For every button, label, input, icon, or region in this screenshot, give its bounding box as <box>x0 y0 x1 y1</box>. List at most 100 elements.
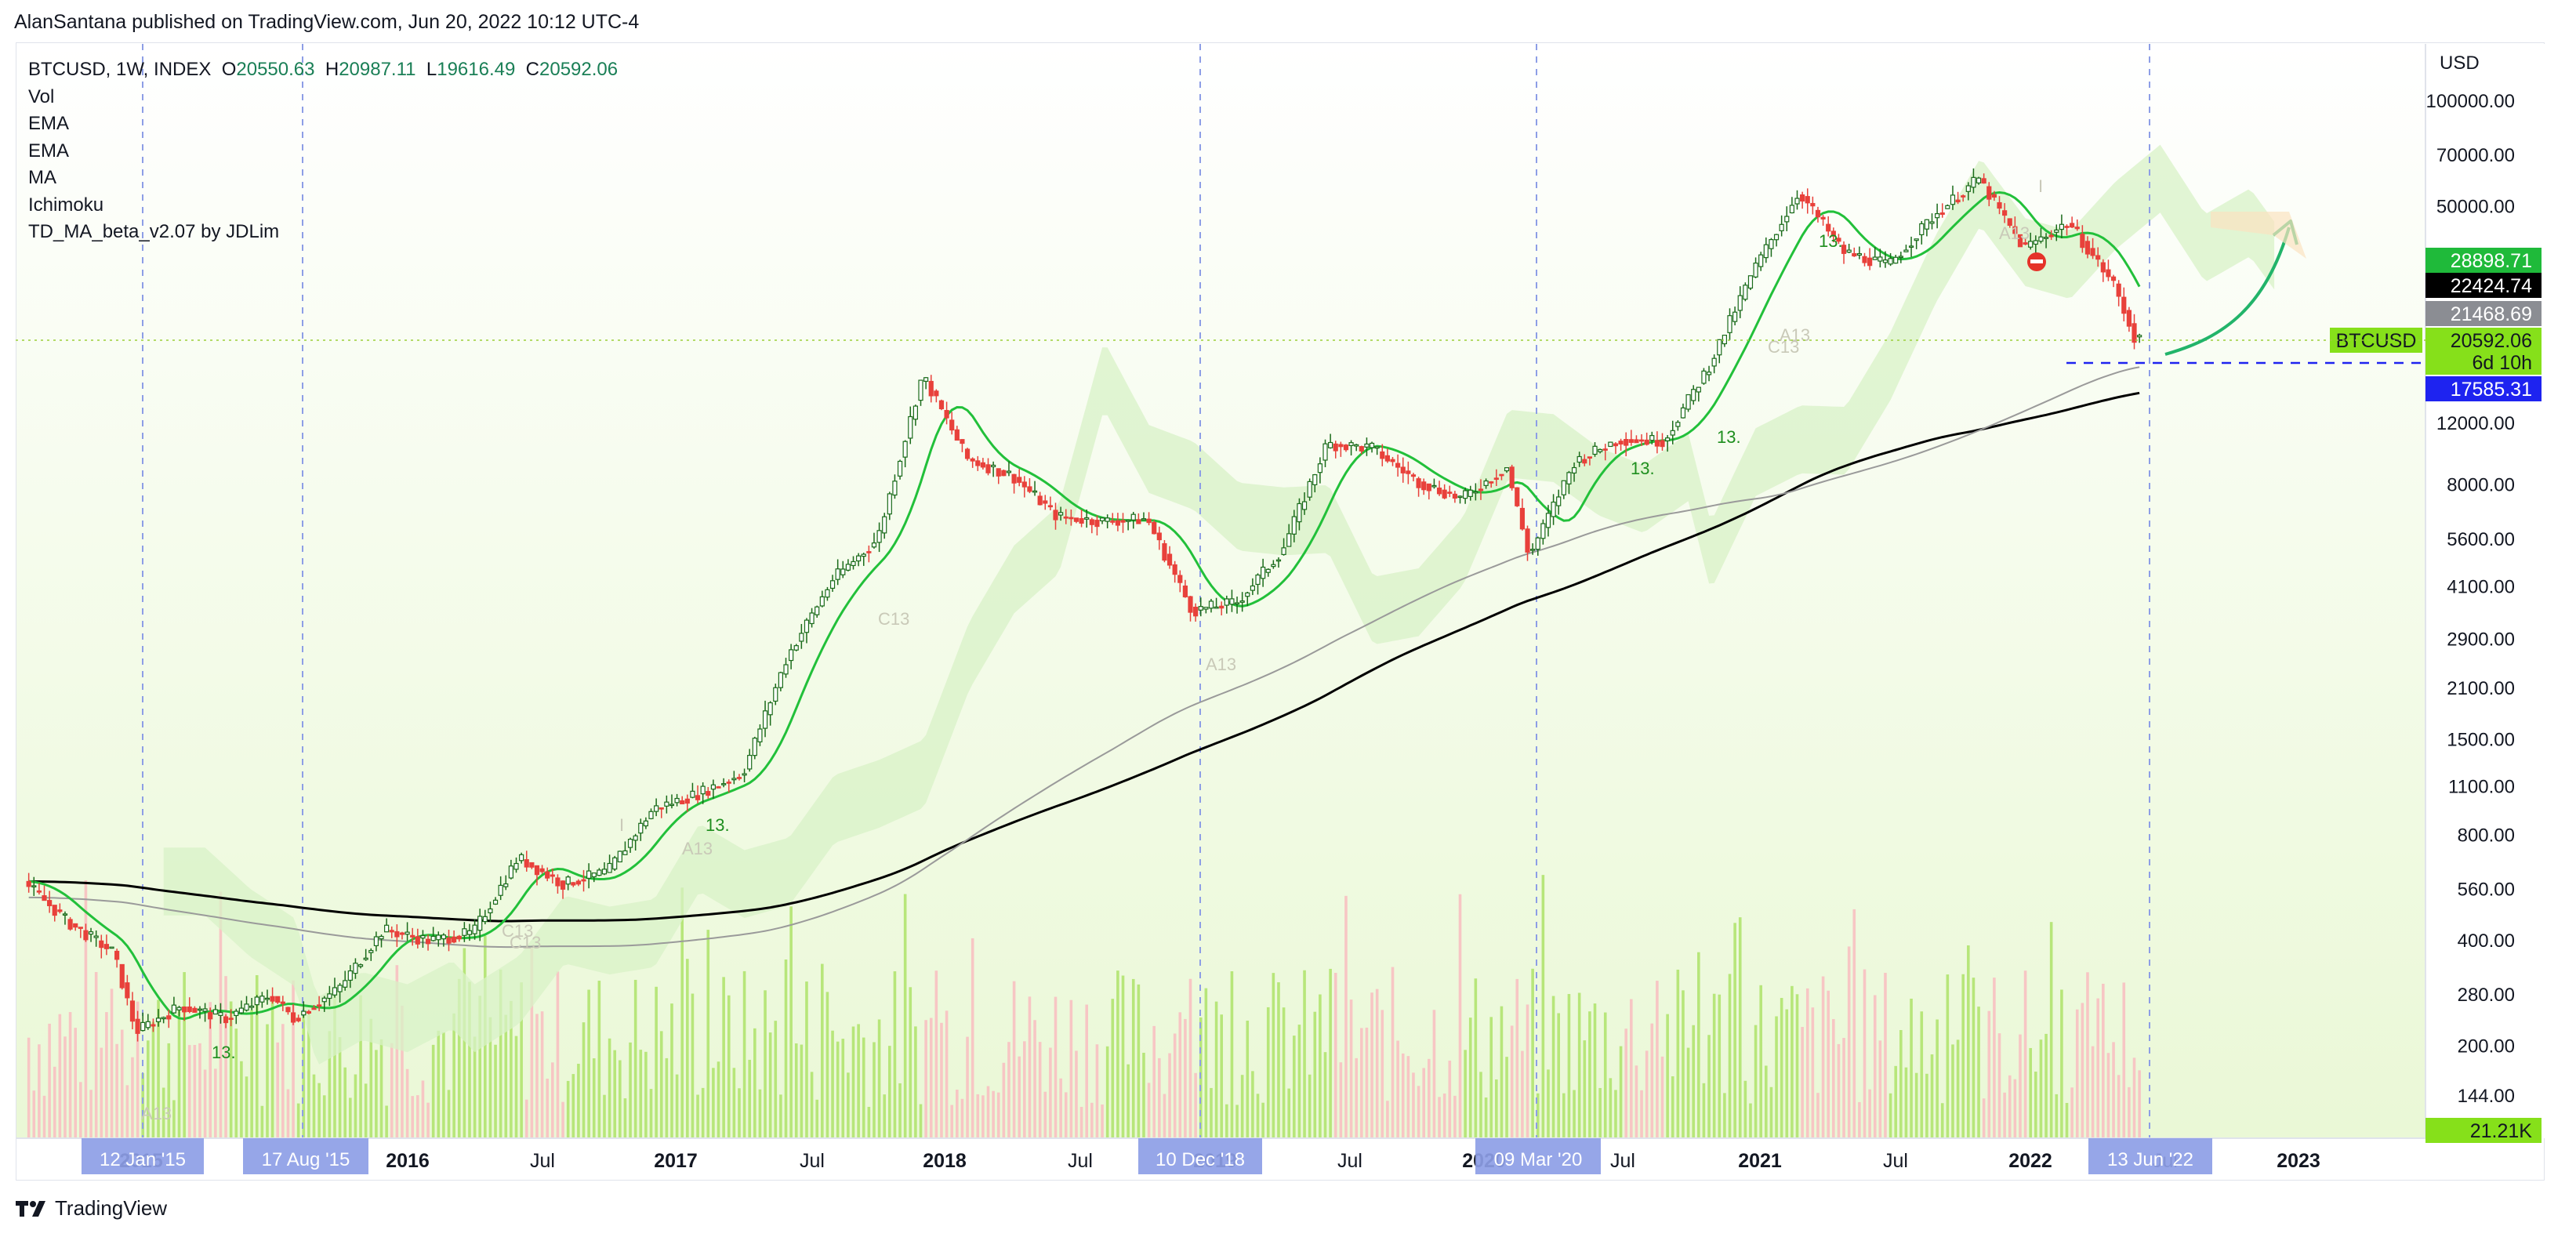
volume-bar <box>68 1012 72 1138</box>
footer-brand[interactable]: TradingView <box>16 1196 167 1221</box>
volume-bar <box>592 1058 596 1138</box>
volume-bar <box>571 1074 575 1138</box>
candle-body <box>1903 249 1909 252</box>
candle-body <box>1390 459 1395 463</box>
candle-body <box>2002 210 2008 216</box>
volume-bar <box>478 996 482 1138</box>
volume-bar <box>1012 981 1016 1138</box>
volume-bar <box>379 1039 383 1138</box>
candle-body <box>1592 445 1598 455</box>
candle-body <box>1986 186 1992 200</box>
candle-body <box>202 1008 208 1012</box>
candle-body <box>1043 500 1048 504</box>
candle-body <box>1011 473 1017 484</box>
legend-indicator-ema-1[interactable]: EMA <box>28 113 70 134</box>
candle-body <box>52 905 57 916</box>
candle-body <box>1120 520 1126 523</box>
symbol-tag-label: BTCUSD <box>2336 330 2417 352</box>
date-tag-bg <box>1475 1138 1601 1174</box>
price-tag-label: 20592.06 <box>2451 330 2532 352</box>
candle-body <box>1587 456 1592 459</box>
price-tag-bg <box>2425 328 2542 353</box>
candle-body <box>2070 223 2075 228</box>
volume-bar <box>1246 1021 1250 1138</box>
candle-body <box>1519 507 1525 530</box>
legend-indicator-vol[interactable]: Vol <box>28 85 55 107</box>
candle-body <box>264 997 270 1000</box>
volume-bar <box>738 1088 741 1138</box>
volume-bar <box>1121 975 1125 1138</box>
volume-bar <box>1660 1056 1664 1138</box>
candle-body <box>736 777 742 779</box>
candle-body <box>2012 226 2018 234</box>
candle-body <box>1737 295 1743 311</box>
volume-bar <box>63 1036 67 1138</box>
candle-body <box>1301 501 1308 510</box>
candle-body <box>1001 470 1007 477</box>
volume-bar <box>488 1017 492 1138</box>
volume-bar <box>1381 1010 1384 1138</box>
candle-body <box>67 919 73 930</box>
volume-bar <box>696 1094 699 1138</box>
volume-bar <box>1515 978 1519 1138</box>
volume-bar <box>1043 1091 1047 1138</box>
candle-body <box>1852 252 1857 257</box>
volume-bar <box>354 1074 357 1138</box>
volume-bar <box>270 999 274 1138</box>
volume-bar <box>2055 1094 2059 1138</box>
volume-bar <box>1028 996 1032 1138</box>
candle-body <box>1348 442 1354 446</box>
volume-bar <box>1593 1003 1597 1138</box>
legend-indicator-ichimoku[interactable]: Ichimoku <box>28 194 104 216</box>
candle-body <box>731 778 737 781</box>
legend-indicator-ma[interactable]: MA <box>28 167 56 188</box>
volume-bar <box>1640 1090 1643 1138</box>
candle-body <box>1794 198 1800 205</box>
volume-bar <box>566 1080 570 1138</box>
candle-body <box>1447 492 1453 494</box>
volume-bar <box>1733 923 1736 1138</box>
volume-bar <box>836 1041 840 1138</box>
volume-bar <box>1972 978 1976 1138</box>
volume-bar <box>390 1043 394 1138</box>
volume-bar <box>1018 1056 1021 1138</box>
candle-body <box>1343 444 1349 451</box>
volume-bar <box>2138 1070 2141 1138</box>
volume-bar <box>1956 1039 1960 1138</box>
volume-bar <box>1619 1046 1623 1138</box>
candle-body <box>1027 486 1032 492</box>
volume-bar <box>1692 1025 1696 1138</box>
candle-body <box>446 937 452 944</box>
legend-low: L19616.49 <box>426 59 516 80</box>
candle-body <box>171 1004 176 1014</box>
volume-bar <box>411 1096 415 1138</box>
price-tick-label: 400.00 <box>2458 930 2515 952</box>
candle-body <box>2007 218 2012 227</box>
volume-bar <box>2044 1033 2048 1138</box>
candle-body <box>700 785 706 795</box>
legend-indicator-td[interactable]: TD_MA_beta_v2.07 by JDLim <box>28 221 280 242</box>
candle-body <box>2043 237 2049 239</box>
volume-bar <box>883 1094 887 1138</box>
volume-bar <box>312 1074 316 1138</box>
candle-body <box>161 1017 166 1020</box>
date-tag-label: 13 Jun '22 <box>2107 1149 2193 1170</box>
candle-body <box>1769 239 1774 249</box>
candle-body <box>861 553 866 557</box>
volume-bar <box>266 1024 269 1138</box>
date-tag-bg <box>2088 1138 2212 1174</box>
volume-bar <box>2112 1042 2115 1138</box>
candle-body <box>337 985 343 992</box>
candle-body <box>1156 532 1162 541</box>
candle-body <box>1384 455 1390 462</box>
candle-body <box>492 899 499 905</box>
candle-body <box>1551 501 1556 517</box>
volume-bar <box>1738 917 1742 1138</box>
candle-body <box>664 801 669 807</box>
candle-body <box>1919 223 1925 236</box>
candle-body <box>1146 518 1152 524</box>
volume-bar <box>613 1050 617 1138</box>
candle-body <box>1613 443 1619 447</box>
legend-indicator-ema-2[interactable]: EMA <box>28 140 70 161</box>
